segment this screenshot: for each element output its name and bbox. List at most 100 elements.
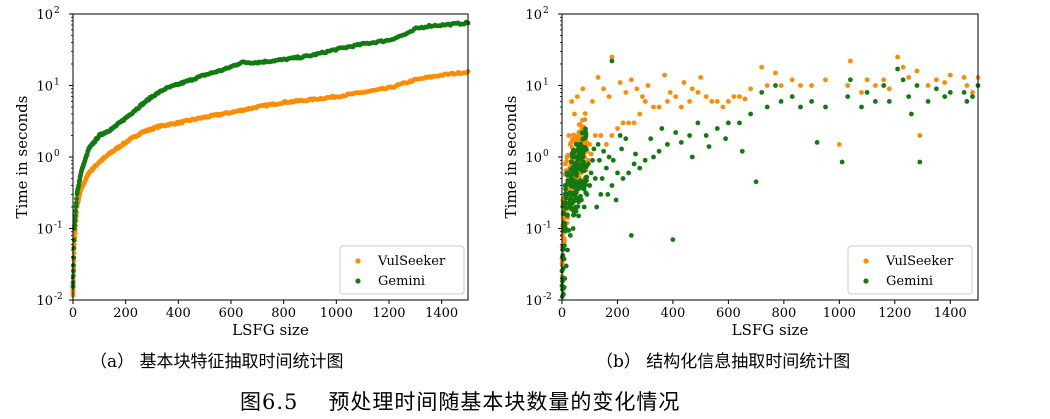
series-vulseeker: [70, 69, 471, 298]
point-vulseeker-89: [873, 83, 878, 88]
x-tick-label: 200: [113, 306, 138, 321]
point-gemini-17: [798, 104, 803, 110]
point-gemini-264: [564, 181, 570, 187]
point-gemini-263: [582, 129, 587, 135]
point-gemini-217: [580, 136, 586, 142]
point-gemini-27: [687, 133, 692, 138]
point-vulseeker-27: [687, 99, 692, 104]
point-gemini-42: [592, 176, 598, 181]
point-gemini-14: [809, 99, 814, 104]
point-vulseeker-74: [667, 90, 673, 95]
point-vulseeker-64: [595, 75, 601, 80]
y-tick-label: 10: [525, 80, 542, 95]
point-gemini-80: [873, 99, 878, 104]
point-vulseeker-75: [681, 80, 687, 85]
point-gemini-12: [72, 217, 78, 222]
point-gemini-200: [572, 161, 577, 166]
point-vulseeker-88: [886, 86, 892, 92]
point-gemini-171: [560, 266, 566, 271]
point-vulseeker-35: [631, 120, 637, 126]
point-gemini-231: [581, 179, 587, 185]
y-tick-exponent: -2: [543, 292, 552, 302]
point-gemini-35: [631, 161, 637, 167]
point-vulseeker-31: [656, 104, 662, 110]
point-vulseeker-63: [590, 99, 595, 104]
point-gemini-102: [659, 126, 665, 131]
point-gemini-76: [970, 94, 975, 99]
point-vulseeker-173: [564, 158, 569, 164]
point-gemini-29: [673, 130, 679, 135]
point-gemini-79: [886, 99, 892, 104]
point-gemini-219: [572, 198, 577, 204]
point-gemini-32: [651, 154, 656, 160]
x-tick-label: 200: [605, 306, 630, 321]
x-tick-label: 1400: [425, 306, 458, 321]
point-vulseeker-86: [942, 80, 948, 85]
point-gemini-18: [789, 94, 795, 99]
point-vulseeker-28: [678, 104, 684, 110]
y-tick-exponent: 0: [543, 149, 549, 159]
point-gemini-28: [678, 140, 684, 145]
legend-marker-vulseeker: [355, 258, 361, 264]
point-gemini-103: [689, 154, 695, 160]
point-vulseeker-17: [798, 83, 803, 88]
point-gemini-13: [72, 213, 78, 218]
point-gemini-196: [566, 191, 571, 197]
point-vulseeker-6: [759, 64, 765, 70]
point-vulseeker-81: [742, 96, 748, 102]
point-vulseeker-79: [720, 104, 726, 110]
point-gemini-26: [695, 120, 701, 126]
point-gemini-70: [753, 179, 759, 185]
point-gemini-256: [581, 185, 587, 191]
point-gemini-38: [615, 170, 620, 176]
point-gemini-130: [565, 212, 570, 218]
point-gemini-261: [575, 162, 581, 167]
point-gemini-0: [609, 58, 615, 64]
point-gemini-67: [623, 136, 629, 142]
point-gemini-34: [637, 165, 643, 171]
point-gemini-69: [670, 237, 676, 243]
point-gemini-247: [575, 147, 581, 153]
point-vulseeker-85: [970, 90, 975, 95]
legend-label-vulseeker: VulSeeker: [377, 254, 446, 269]
y-axis-label: Time in seconds: [13, 96, 31, 219]
y-tick-exponent: 1: [543, 78, 549, 88]
point-vulseeker-251: [580, 117, 585, 123]
point-gemini-169: [576, 199, 581, 205]
point-vulseeker-100: [588, 151, 594, 157]
point-gemini-77: [942, 94, 948, 99]
point-vulseeker-30: [665, 99, 670, 104]
point-vulseeker-76: [689, 86, 695, 92]
y-tick-label: 10: [36, 80, 53, 95]
point-gemini-262: [574, 187, 580, 193]
point-gemini-242: [567, 200, 573, 206]
point-vulseeker-37: [620, 120, 626, 126]
point-gemini-6: [759, 90, 765, 95]
point-gemini-37: [620, 176, 626, 181]
point-gemini-22: [737, 120, 742, 126]
point-vulseeker-14: [809, 83, 814, 88]
point-vulseeker-25: [703, 94, 709, 99]
point-gemini-36: [626, 170, 631, 176]
point-vulseeker-3: [900, 64, 906, 70]
y-tick-label: 10: [525, 151, 542, 166]
point-gemini-8: [961, 90, 967, 95]
point-gemini-257: [571, 154, 577, 160]
point-gemini-75: [964, 99, 970, 104]
point-gemini-99: [619, 146, 624, 152]
point-gemini-62: [590, 157, 595, 163]
point-vulseeker-19: [778, 83, 784, 88]
point-vulseeker-40: [604, 142, 609, 147]
point-gemini-260: [572, 193, 578, 199]
y-tick-exponent: 1: [54, 78, 60, 88]
point-gemini-98: [613, 197, 619, 203]
point-vulseeker-26: [695, 90, 701, 95]
point-gemini-12: [906, 94, 912, 99]
y-tick-label: 10: [36, 223, 53, 238]
point-gemini-16: [845, 94, 851, 99]
point-gemini-234: [580, 151, 586, 157]
point-vulseeker-10: [864, 77, 870, 83]
y-tick-exponent: -2: [54, 292, 63, 302]
